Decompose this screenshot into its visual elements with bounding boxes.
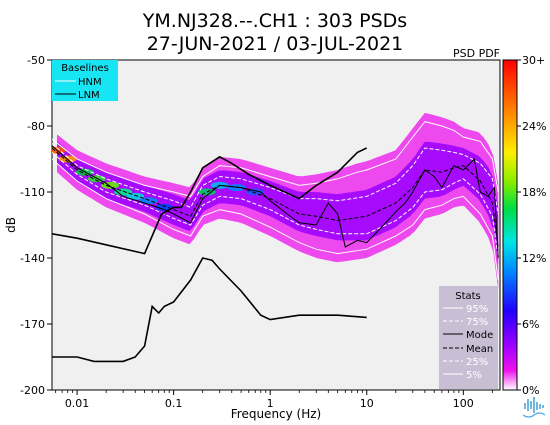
- stats-mean-label: Mean: [466, 344, 493, 355]
- colorbar-tick-label: 6%: [522, 318, 539, 331]
- x-tick-label: 0.1: [165, 397, 183, 410]
- x-tick-label: 100: [453, 397, 474, 410]
- mode-line: [52, 145, 499, 259]
- hnm-line: [52, 147, 368, 255]
- lines-layer: [52, 121, 499, 363]
- stats-legend: Stats 95% 75% Mode Mean 25% 5%: [439, 286, 498, 389]
- colorbar-tick-label: 0%: [522, 384, 539, 397]
- colorbar-tick-label: 12%: [522, 252, 546, 265]
- pdf-density-hotspot: [139, 197, 158, 205]
- p75-line: [52, 143, 499, 215]
- stats-legend-box: [439, 286, 498, 389]
- stats-5-label: 5%: [466, 370, 482, 381]
- x-tick-label: 10: [360, 397, 374, 410]
- lnm-legend-label: LNM: [78, 90, 100, 101]
- y-tick-label: -140: [20, 252, 45, 265]
- x-axis-label: Frequency (Hz): [231, 407, 322, 421]
- pdf-density-hotspot: [126, 192, 145, 200]
- axes-layer: 0.01 0.1 1 10 100 -50 -80 -110 -140 -170 -200: [20, 54, 493, 410]
- colorbar-tick-label: 30+: [522, 54, 545, 67]
- baselines-legend-title: Baselines: [61, 63, 109, 74]
- colorbar-ticks: 0% 6% 12% 18% 24% 30+: [517, 54, 546, 397]
- lnm-line: [52, 257, 367, 363]
- stats-75-label: 75%: [466, 317, 488, 328]
- y-tick-label: -50: [27, 54, 45, 67]
- baselines-legend: Baselines HNM LNM: [52, 60, 118, 101]
- colorbar-tick-label: 18%: [522, 186, 546, 199]
- title-line-1: YM.NJ328.--.CH1 : 303 PSDs: [142, 10, 407, 32]
- colorbar-title: PSD PDF: [453, 47, 500, 60]
- stats-25-label: 25%: [466, 357, 488, 368]
- hnm-legend-label: HNM: [78, 77, 102, 88]
- pdf-density-hotspot: [114, 188, 133, 196]
- x-tick-label: 0.01: [65, 397, 90, 410]
- iris-logo: [522, 397, 546, 418]
- pdf-density-hotspot: [101, 181, 120, 189]
- colorbar-tick-label: 24%: [522, 120, 546, 133]
- y-tick-label: -110: [20, 186, 45, 199]
- stats-mode-label: Mode: [466, 330, 493, 341]
- p25-line: [52, 152, 499, 259]
- pdf-density-hotspot: [197, 188, 216, 196]
- stats-legend-title: Stats: [455, 291, 481, 302]
- title-line-2: 27-JUN-2021 / 03-JUL-2021: [147, 33, 404, 55]
- y-tick-label: -170: [20, 318, 45, 331]
- x-tick-label: 1: [267, 397, 274, 410]
- plot-content: [52, 113, 499, 363]
- colorbar: [502, 59, 518, 391]
- p5-line: [52, 158, 499, 281]
- y-tick-label: -200: [20, 384, 45, 397]
- p95-line: [52, 121, 499, 197]
- stats-95-label: 95%: [466, 304, 488, 315]
- y-tick-label: -80: [27, 120, 45, 133]
- y-axis-label: dB: [4, 217, 18, 233]
